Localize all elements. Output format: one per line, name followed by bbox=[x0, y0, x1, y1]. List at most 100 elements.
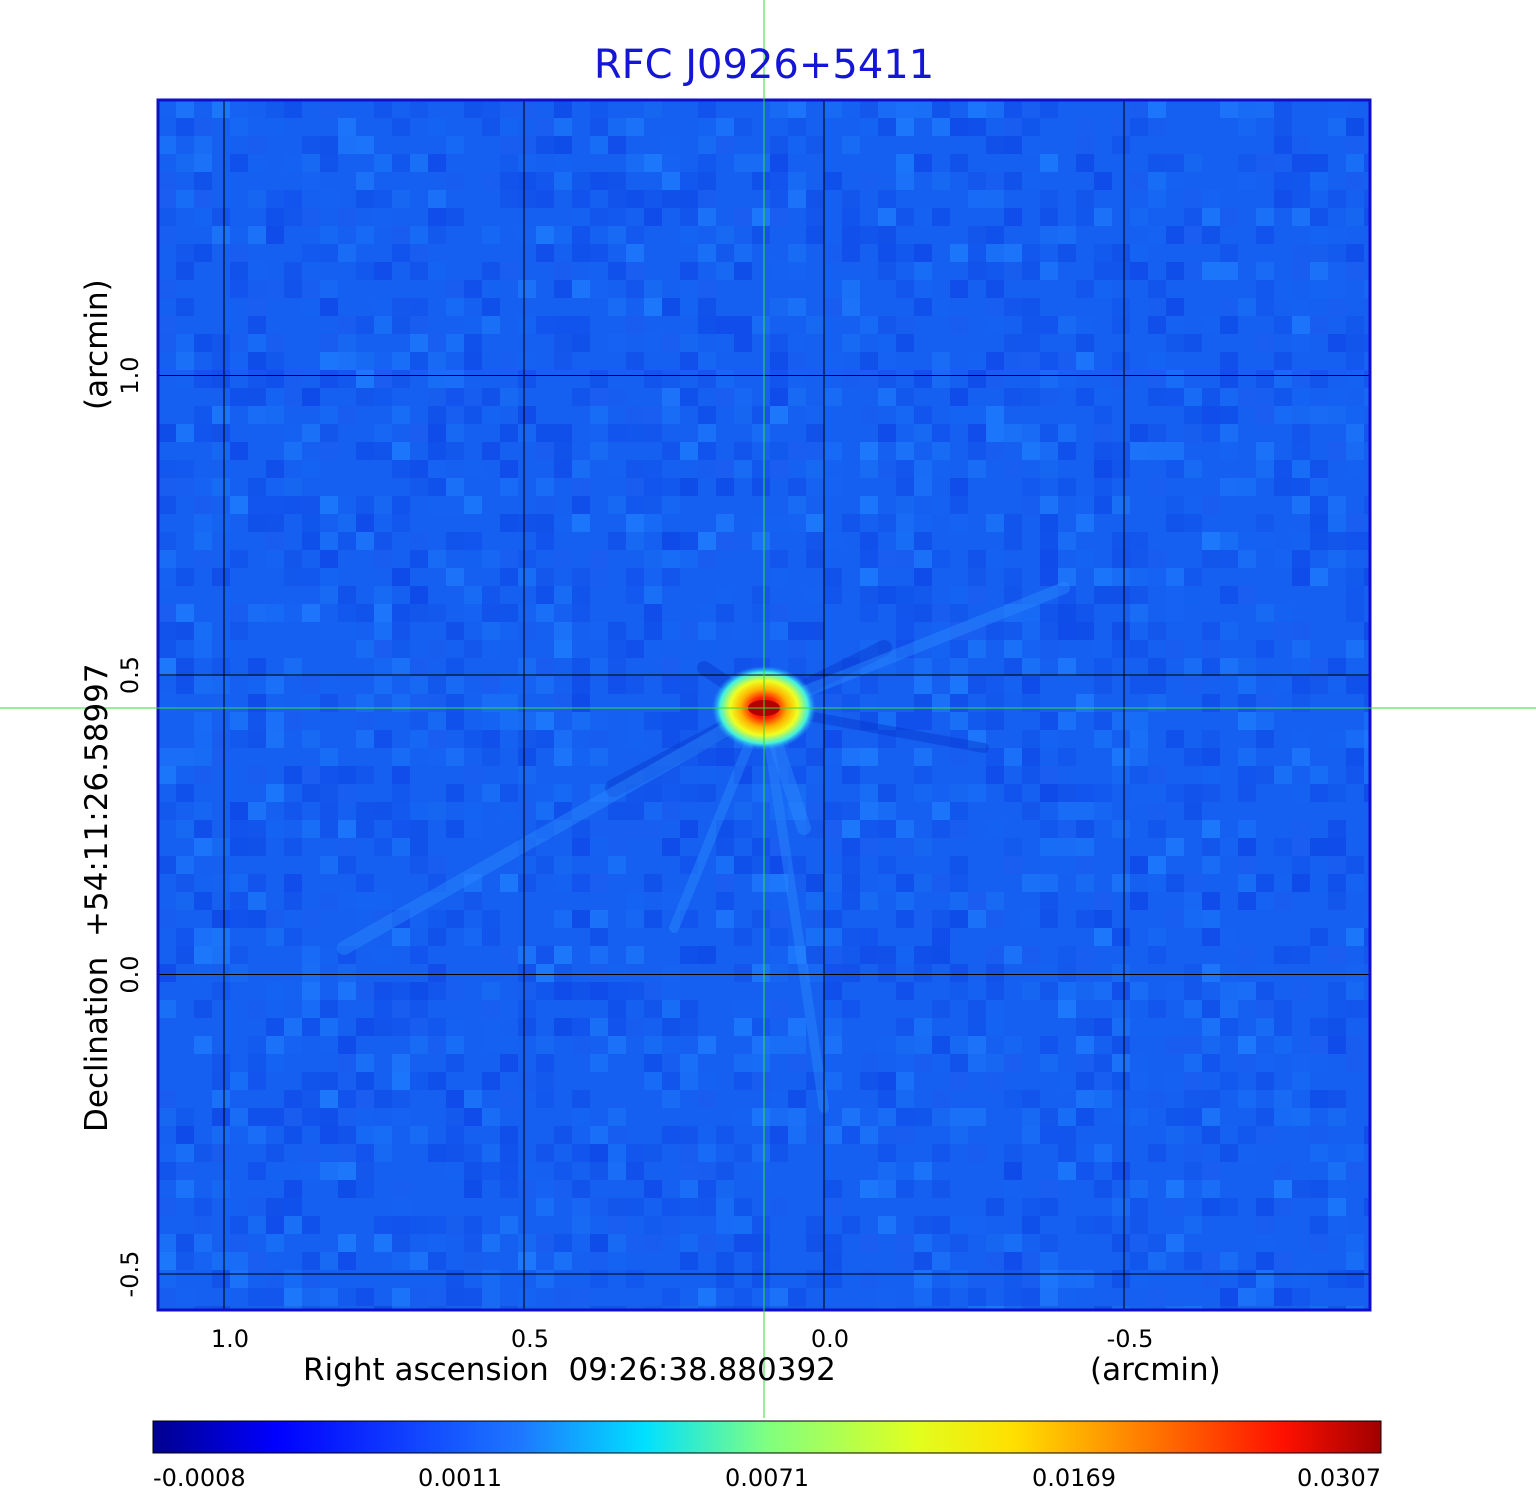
noise-cell bbox=[1112, 244, 1130, 262]
noise-cell bbox=[194, 496, 212, 514]
noise-cell bbox=[1022, 658, 1040, 676]
noise-cell bbox=[1022, 478, 1040, 496]
noise-cell bbox=[1292, 1108, 1310, 1126]
noise-cell bbox=[1310, 478, 1328, 496]
noise-cell bbox=[284, 388, 302, 406]
noise-cell bbox=[194, 1000, 212, 1018]
noise-cell bbox=[302, 280, 320, 298]
noise-cell bbox=[302, 1018, 320, 1036]
noise-cell bbox=[518, 514, 536, 532]
noise-cell bbox=[752, 460, 770, 478]
noise-cell bbox=[464, 586, 482, 604]
noise-cell bbox=[896, 388, 914, 406]
noise-cell bbox=[194, 712, 212, 730]
y-tick-label: -0.5 bbox=[116, 1251, 144, 1298]
noise-cell bbox=[716, 1270, 734, 1288]
noise-cell bbox=[1112, 1000, 1130, 1018]
noise-cell bbox=[806, 766, 824, 784]
noise-cell bbox=[500, 478, 518, 496]
noise-cell bbox=[896, 838, 914, 856]
noise-cell bbox=[716, 388, 734, 406]
noise-cell bbox=[698, 244, 716, 262]
noise-cell bbox=[824, 694, 842, 712]
noise-cell bbox=[302, 982, 320, 1000]
noise-cell bbox=[554, 226, 572, 244]
noise-cell bbox=[374, 370, 392, 388]
noise-cell bbox=[1058, 1288, 1076, 1306]
noise-cell bbox=[1166, 586, 1184, 604]
noise-cell bbox=[1130, 262, 1148, 280]
noise-cell bbox=[158, 910, 176, 928]
noise-cell bbox=[230, 118, 248, 136]
noise-cell bbox=[608, 1234, 626, 1252]
noise-cell bbox=[500, 1090, 518, 1108]
noise-cell bbox=[302, 1108, 320, 1126]
noise-cell bbox=[590, 982, 608, 1000]
noise-cell bbox=[374, 442, 392, 460]
noise-cell bbox=[410, 1000, 428, 1018]
noise-cell bbox=[410, 946, 428, 964]
noise-cell bbox=[536, 514, 554, 532]
noise-cell bbox=[518, 370, 536, 388]
noise-cell bbox=[1310, 1234, 1328, 1252]
noise-cell bbox=[446, 442, 464, 460]
noise-cell bbox=[266, 1144, 284, 1162]
noise-cell bbox=[1166, 1072, 1184, 1090]
noise-cell bbox=[1220, 208, 1238, 226]
noise-cell bbox=[410, 154, 428, 172]
noise-cell bbox=[1292, 388, 1310, 406]
noise-cell bbox=[428, 460, 446, 478]
noise-cell bbox=[446, 1018, 464, 1036]
noise-cell bbox=[428, 118, 446, 136]
noise-cell bbox=[1148, 100, 1166, 118]
noise-cell bbox=[788, 388, 806, 406]
noise-cell bbox=[482, 640, 500, 658]
noise-cell bbox=[302, 388, 320, 406]
x-tick-labels: 1.0 0.5 0.0 -0.5 bbox=[211, 1325, 1154, 1353]
noise-cell bbox=[392, 1108, 410, 1126]
noise-cell bbox=[1328, 856, 1346, 874]
noise-cell bbox=[896, 1180, 914, 1198]
noise-cell bbox=[392, 298, 410, 316]
noise-cell bbox=[1040, 622, 1058, 640]
noise-cell bbox=[338, 604, 356, 622]
noise-cell bbox=[716, 604, 734, 622]
noise-cell bbox=[986, 1054, 1004, 1072]
noise-cell bbox=[824, 1180, 842, 1198]
noise-cell bbox=[1022, 802, 1040, 820]
noise-cell bbox=[914, 1036, 932, 1054]
noise-cell bbox=[1346, 1306, 1364, 1310]
noise-cell bbox=[1256, 208, 1274, 226]
noise-cell bbox=[356, 730, 374, 748]
noise-cell bbox=[1094, 388, 1112, 406]
noise-cell bbox=[1040, 532, 1058, 550]
noise-cell bbox=[1202, 1306, 1220, 1310]
noise-cell bbox=[446, 1090, 464, 1108]
noise-cell bbox=[194, 208, 212, 226]
noise-cell bbox=[770, 946, 788, 964]
noise-cell bbox=[770, 100, 788, 118]
noise-cell bbox=[878, 514, 896, 532]
noise-cell bbox=[338, 1252, 356, 1270]
noise-cell bbox=[446, 424, 464, 442]
noise-cell bbox=[1328, 1000, 1346, 1018]
noise-cell bbox=[1292, 874, 1310, 892]
noise-cell bbox=[230, 226, 248, 244]
noise-cell bbox=[482, 388, 500, 406]
noise-cell bbox=[302, 262, 320, 280]
noise-cell bbox=[1022, 100, 1040, 118]
noise-cell bbox=[230, 712, 248, 730]
noise-cell bbox=[734, 442, 752, 460]
noise-cell bbox=[158, 226, 176, 244]
noise-cell bbox=[536, 658, 554, 676]
noise-cell bbox=[248, 136, 266, 154]
noise-cell bbox=[878, 550, 896, 568]
noise-cell bbox=[644, 784, 662, 802]
noise-cell bbox=[1022, 946, 1040, 964]
noise-cell bbox=[986, 946, 1004, 964]
noise-cell bbox=[482, 442, 500, 460]
noise-cell bbox=[968, 1270, 986, 1288]
noise-cell bbox=[1076, 856, 1094, 874]
noise-cell bbox=[1292, 1090, 1310, 1108]
noise-cell bbox=[392, 1000, 410, 1018]
